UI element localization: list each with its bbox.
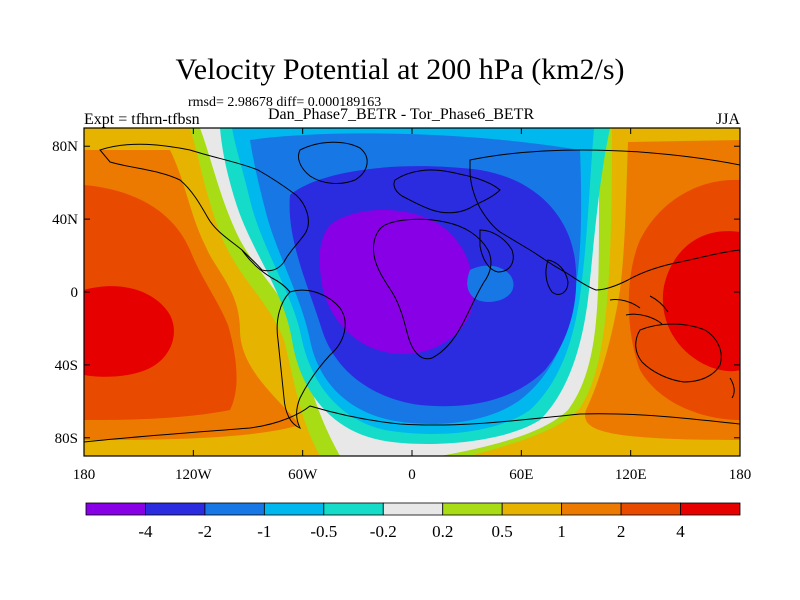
colorbar-box xyxy=(85,502,146,516)
contour-neg-4 xyxy=(319,210,474,355)
coast-india xyxy=(545,259,569,295)
coast-antarctica xyxy=(84,405,740,443)
x-axis: 180 120W 60W 0 60E 120E 180 xyxy=(73,128,752,483)
coast-maritime xyxy=(609,295,669,325)
y-tick-label: 40N xyxy=(52,212,78,228)
plot-title: Velocity Potential at 200 hPa (km2/s) xyxy=(175,53,625,86)
y-tick-label: 80S xyxy=(55,431,78,447)
coastlines xyxy=(84,141,740,443)
colorbar-label: -0.5 xyxy=(310,522,337,541)
x-tick-label: 60W xyxy=(288,467,318,483)
experiment-label: Expt = tfhrn-tfbsn xyxy=(84,111,200,128)
x-tick-label: 180 xyxy=(73,467,96,483)
colorbar-label: -4 xyxy=(138,522,153,541)
season-label: JJA xyxy=(715,111,740,128)
comparison-label: Dan_Phase7_BETR - Tor_Phase6_BETR xyxy=(268,106,535,123)
y-axis: 80N 40N 0 40S 80S xyxy=(52,139,740,447)
coast-central-america xyxy=(241,249,291,293)
colorbar-label: -1 xyxy=(257,522,271,541)
colorbar-label: 0.2 xyxy=(432,522,453,541)
colorbar-box xyxy=(204,502,265,516)
coast-europe xyxy=(393,169,501,214)
contour-field xyxy=(84,128,740,456)
colorbar-box xyxy=(501,502,563,516)
contour-neg-1-patch xyxy=(467,265,514,302)
colorbar-label: 2 xyxy=(617,522,626,541)
x-tick-label: 120W xyxy=(175,467,213,483)
contour-pos-4-west xyxy=(84,286,174,377)
colorbar-box xyxy=(561,502,622,516)
colorbar-label: 4 xyxy=(676,522,685,541)
y-tick-label: 0 xyxy=(71,285,79,301)
y-tick-label: 80N xyxy=(52,139,78,155)
coast-africa xyxy=(373,218,492,360)
colorbar: -4 -2 -1 -0.5 -0.2 0.2 0.5 1 2 4 xyxy=(85,502,741,541)
coast-arabia xyxy=(479,229,514,273)
coast-north-america xyxy=(99,143,309,272)
colorbar-box xyxy=(680,502,741,516)
colorbar-label: 1 xyxy=(557,522,566,541)
colorbar-box xyxy=(145,502,206,516)
stats-label: rmsd= 2.98678 diff= 0.000189163 xyxy=(188,95,382,110)
coast-new-zealand xyxy=(729,377,735,399)
contour-pos-4-east xyxy=(662,231,740,372)
colorbar-label: -2 xyxy=(198,522,212,541)
colorbar-box xyxy=(263,502,325,516)
coast-greenland xyxy=(297,141,368,184)
y-tick-label: 40S xyxy=(55,358,78,374)
colorbar-box xyxy=(442,502,503,516)
x-tick-label: 0 xyxy=(408,467,416,483)
colorbar-box xyxy=(382,502,444,516)
colorbar-box xyxy=(620,502,681,516)
x-tick-label: 120E xyxy=(615,467,647,483)
x-tick-label: 60E xyxy=(509,467,533,483)
colorbar-label: 0.5 xyxy=(492,522,513,541)
colorbar-label: -0.2 xyxy=(370,522,397,541)
coast-asia xyxy=(469,149,740,291)
colorbar-box xyxy=(323,502,384,516)
coast-australia xyxy=(635,323,722,383)
x-tick-label: 180 xyxy=(729,467,752,483)
